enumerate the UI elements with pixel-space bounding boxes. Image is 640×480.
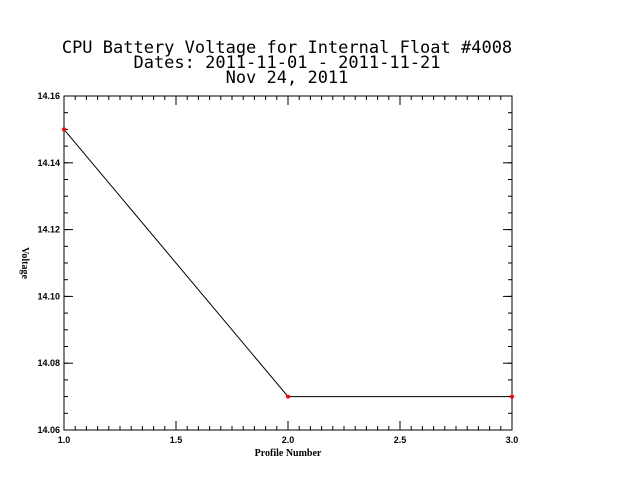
x-tick-label: 1.0 <box>58 435 71 445</box>
y-minor-ticks <box>64 95 512 431</box>
title-line-1: CPU Battery Voltage for Internal Float #… <box>62 38 512 58</box>
x-tick-label: 1.5 <box>170 435 183 445</box>
data-markers <box>62 127 514 399</box>
y-axis-label: Voltage <box>19 247 30 279</box>
x-tick-label: 2.0 <box>282 435 295 445</box>
data-point <box>286 394 290 399</box>
x-axis-label: Profile Number <box>255 448 322 459</box>
x-axis-ticks: 1.0 1.5 2.0 2.5 3.0 <box>58 96 519 445</box>
data-point <box>62 127 66 132</box>
series-line <box>63 129 512 398</box>
x-minor-ticks <box>63 96 513 430</box>
y-tick-label: 14.10 <box>37 291 60 301</box>
title-line-2: Dates: 2011-11-01 - 2011-11-21 <box>133 53 440 73</box>
title-line-3: Nov 24, 2011 <box>226 68 349 88</box>
data-point <box>510 394 514 399</box>
y-tick-label: 14.16 <box>37 91 60 101</box>
chart-title: CPU Battery Voltage for Internal Float #… <box>62 38 512 88</box>
x-tick-label: 2.5 <box>394 435 407 445</box>
y-tick-label: 14.14 <box>37 158 60 168</box>
y-tick-label: 14.08 <box>37 358 60 368</box>
y-tick-label: 14.06 <box>37 425 60 435</box>
x-tick-label: 3.0 <box>506 435 519 445</box>
y-tick-label: 14.12 <box>37 225 60 235</box>
y-axis-ticks: 14.06 14.08 14.10 14.12 14.14 14.16 <box>37 91 512 435</box>
plot-frame <box>63 95 513 431</box>
